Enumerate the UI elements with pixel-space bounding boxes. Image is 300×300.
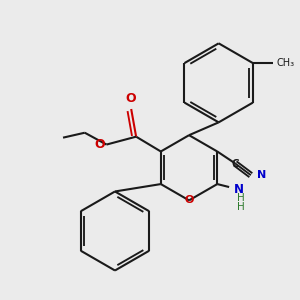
Text: N: N	[234, 182, 244, 196]
Text: C: C	[231, 159, 239, 169]
Text: CH₃: CH₃	[277, 58, 295, 68]
Text: O: O	[126, 92, 136, 105]
Text: O: O	[184, 195, 194, 206]
Text: O: O	[94, 138, 104, 151]
Text: H: H	[237, 193, 245, 203]
Text: H: H	[237, 202, 245, 212]
Text: N: N	[257, 170, 266, 180]
